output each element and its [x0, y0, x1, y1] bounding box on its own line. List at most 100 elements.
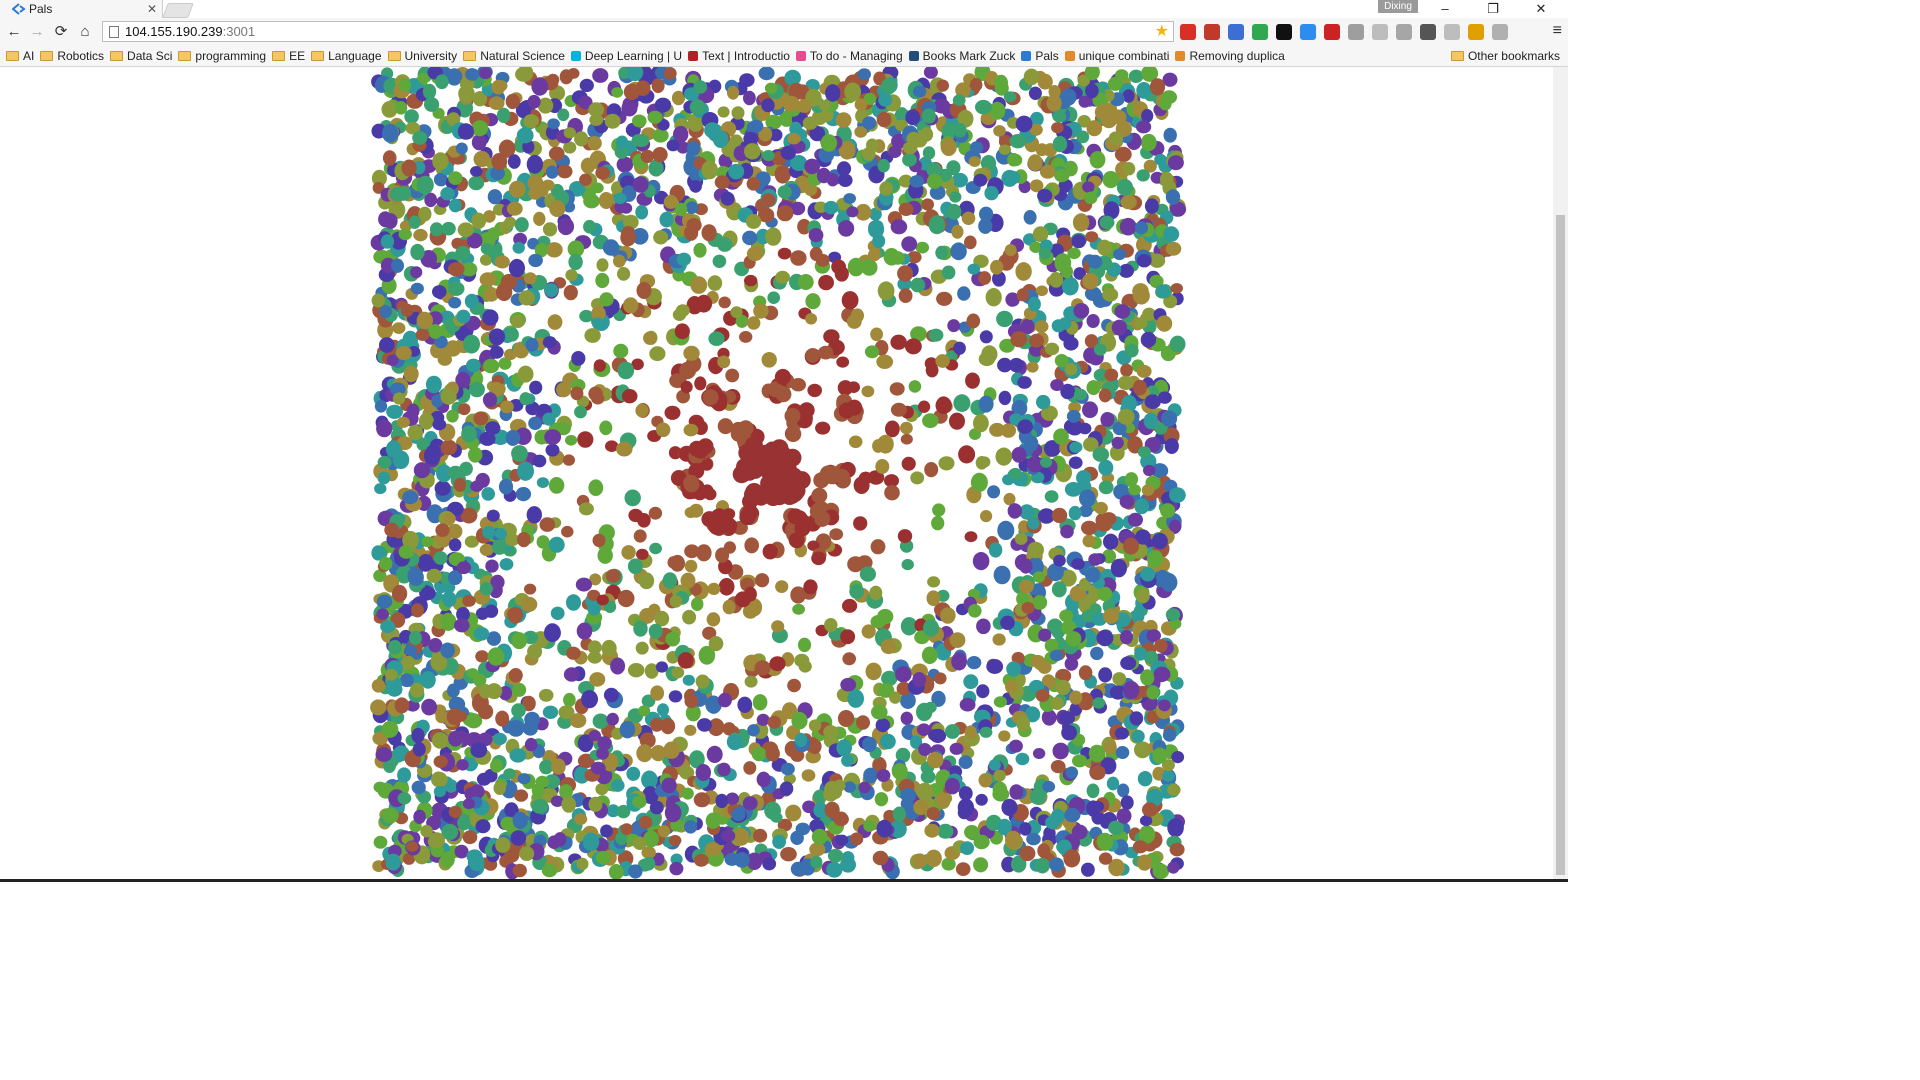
- address-bar[interactable]: 104.155.190.239:3001 ★: [102, 21, 1174, 42]
- particle: [695, 294, 713, 313]
- particle: [686, 141, 701, 156]
- bookmark-item[interactable]: Language: [311, 49, 382, 63]
- scrollbar[interactable]: [1553, 67, 1568, 882]
- particle: [682, 609, 697, 625]
- extension-icon[interactable]: [1180, 24, 1196, 40]
- particle: [432, 285, 447, 299]
- particle: [843, 193, 856, 204]
- particle: [1124, 343, 1139, 358]
- particle: [1136, 120, 1152, 134]
- particle: [611, 87, 624, 98]
- particle: [1035, 689, 1050, 702]
- particle: [1088, 553, 1102, 566]
- extension-icon[interactable]: [1324, 24, 1340, 40]
- extension-icon[interactable]: [1348, 24, 1364, 40]
- particle: [1144, 198, 1159, 214]
- profile-badge[interactable]: Dixing: [1378, 0, 1418, 13]
- bookmark-label: Pals: [1035, 49, 1059, 63]
- bookmark-item[interactable]: Pals: [1021, 49, 1059, 63]
- particle: [381, 101, 398, 118]
- extension-icon[interactable]: [1444, 24, 1460, 40]
- extension-icon[interactable]: [1252, 24, 1268, 40]
- particle: [663, 67, 677, 80]
- particle: [1120, 656, 1137, 670]
- bookmark-item[interactable]: To do - Managing: [795, 49, 903, 63]
- particle: [790, 250, 807, 266]
- particle: [413, 228, 428, 242]
- extension-icon[interactable]: [1300, 24, 1316, 40]
- particle: [1108, 858, 1125, 877]
- extension-icon[interactable]: [1276, 24, 1292, 40]
- bookmark-item[interactable]: Natural Science: [463, 49, 565, 63]
- particle: [874, 792, 889, 807]
- particle: [481, 487, 496, 501]
- particle: [384, 522, 400, 538]
- bookmark-item[interactable]: unique combinati: [1064, 49, 1169, 63]
- new-tab-button[interactable]: [162, 3, 194, 18]
- particle: [608, 864, 624, 880]
- bookmark-item[interactable]: EE: [272, 49, 305, 63]
- particle: [494, 255, 510, 269]
- particle: [592, 713, 609, 729]
- particle: [657, 703, 669, 717]
- particle: [576, 622, 593, 640]
- particle: [1104, 740, 1117, 755]
- minimize-button[interactable]: –: [1441, 1, 1449, 16]
- particle: [639, 608, 656, 624]
- bookmark-item[interactable]: programming: [178, 49, 266, 63]
- particle: [877, 158, 890, 173]
- particle: [506, 201, 523, 216]
- extension-icon[interactable]: [1420, 24, 1436, 40]
- particle: [648, 623, 663, 639]
- bookmark-item[interactable]: Data Sci: [110, 49, 172, 63]
- particle: [689, 99, 706, 115]
- particle: [370, 699, 387, 716]
- particle: [668, 446, 682, 460]
- extension-icon[interactable]: [1396, 24, 1412, 40]
- window-close-button[interactable]: ✕: [1535, 1, 1547, 16]
- tab-pals[interactable]: Pals ✕: [0, 0, 163, 18]
- particle: [912, 672, 927, 688]
- particle: [420, 250, 438, 268]
- extension-icon[interactable]: [1372, 24, 1388, 40]
- home-button[interactable]: ⌂: [80, 23, 90, 40]
- particle: [405, 700, 420, 712]
- menu-icon[interactable]: ≡: [1552, 22, 1562, 39]
- particle: [796, 99, 812, 113]
- particle: [1120, 363, 1133, 377]
- particle: [979, 206, 994, 222]
- restore-button[interactable]: ❐: [1487, 1, 1499, 16]
- extension-icon[interactable]: [1492, 24, 1508, 40]
- forward-button[interactable]: →: [29, 23, 45, 40]
- back-button[interactable]: ←: [6, 23, 22, 40]
- reload-button[interactable]: ⟳: [54, 23, 68, 40]
- extension-icon[interactable]: [1204, 24, 1220, 40]
- particle: [941, 265, 956, 280]
- bookmark-item[interactable]: Books Mark Zuck: [908, 49, 1015, 63]
- particle: [1015, 752, 1030, 766]
- particle: [949, 632, 966, 648]
- scrollbar-thumb[interactable]: [1556, 215, 1565, 875]
- particle: [818, 100, 831, 111]
- particle: [636, 282, 652, 299]
- bookmark-item[interactable]: Robotics: [40, 49, 104, 63]
- bookmark-star-icon[interactable]: ★: [1154, 23, 1169, 40]
- bookmark-item[interactable]: AI: [6, 49, 34, 63]
- other-bookmarks-folder[interactable]: Other bookmarks: [1450, 46, 1560, 66]
- particle: [649, 800, 664, 815]
- particle: [677, 652, 694, 669]
- bookmark-item[interactable]: University: [387, 49, 457, 63]
- particle: [938, 456, 955, 471]
- extension-icon[interactable]: [1468, 24, 1484, 40]
- particle: [648, 160, 664, 177]
- particle: [1036, 394, 1051, 410]
- bookmark-item[interactable]: Deep Learning | U: [570, 49, 682, 63]
- particle: [869, 585, 883, 601]
- particle: [926, 807, 940, 820]
- bookmark-item[interactable]: Text | Introductio: [688, 49, 790, 63]
- extension-icon[interactable]: [1228, 24, 1244, 40]
- particle: [623, 214, 639, 230]
- particle: [550, 795, 565, 807]
- tab-close-icon[interactable]: ✕: [146, 2, 157, 16]
- bookmark-item[interactable]: Removing duplica: [1175, 49, 1285, 63]
